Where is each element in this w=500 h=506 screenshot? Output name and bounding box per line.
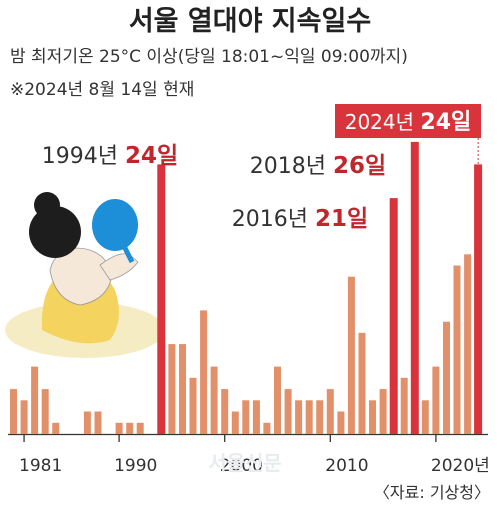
bar-2007: [295, 400, 303, 434]
bar-2024: [474, 164, 483, 434]
bar-1996: [179, 344, 186, 434]
bar-2016: [389, 198, 398, 434]
bar-2001: [231, 411, 239, 434]
bar-1994: [157, 164, 166, 434]
bar-2015: [379, 389, 387, 434]
bar-2008: [305, 400, 313, 434]
bar-2013: [358, 332, 366, 434]
bar-2003: [252, 400, 260, 434]
bar-1992: [136, 422, 144, 434]
bar-2010: [326, 389, 334, 434]
person-with-fan-illustration: [5, 192, 165, 358]
bar-2002: [242, 400, 250, 434]
bar-1995: [168, 344, 176, 434]
annotations-group: 1994년 24일 2016년 21일 2018년 26일 2024년 24일: [42, 104, 481, 232]
x-ticks-group: 1981 1990 2000 2010 2020년: [19, 434, 490, 476]
x-tick-label: 1990: [114, 456, 157, 476]
bar-2004: [263, 422, 271, 434]
annotation-box-2024: [335, 104, 481, 138]
bar-2021: [443, 321, 450, 434]
annotation-2016: 2016년 21일: [232, 206, 368, 232]
fan-shape: [92, 199, 138, 251]
x-tick-label: 2020년: [431, 456, 490, 476]
chart-note: ※2024년 8월 14일 현재: [10, 80, 194, 100]
bar-2023: [464, 254, 472, 434]
annotation-2018: 2018년 26일: [250, 153, 386, 179]
bar-1987: [83, 411, 91, 434]
fan-handle-shape: [122, 246, 135, 264]
bar-1982: [31, 366, 39, 434]
bar-2012: [347, 276, 355, 434]
bar-2019: [421, 400, 429, 434]
head-shape: [29, 206, 81, 258]
bar-2000: [221, 389, 229, 434]
chart-title: 서울 열대야 지속일수: [129, 6, 371, 37]
bar-1991: [126, 422, 134, 434]
x-tick-label: 2000: [220, 456, 263, 476]
bar-1997: [189, 377, 197, 434]
bar-1990: [115, 422, 123, 434]
bars-group: [10, 141, 483, 434]
watermark: 서울신문: [208, 451, 282, 475]
bar-2011: [337, 411, 345, 434]
bar-1980: [10, 389, 17, 434]
source-note: 〈자료: 기상청〉: [374, 483, 490, 502]
chart-subtitle: 밤 최저기온 25°C 이상(당일 18:01~익일 09:00까지): [10, 47, 408, 67]
bar-2018: [410, 141, 419, 434]
bar-2006: [284, 389, 292, 434]
hair-bun-shape: [34, 192, 60, 218]
bar-1999: [210, 366, 218, 434]
bar-2020: [432, 366, 440, 434]
bar-2005: [274, 366, 281, 434]
bar-2017: [400, 377, 408, 434]
x-tick-label: 1981: [19, 456, 62, 476]
bar-2014: [369, 400, 376, 434]
annotation-1994: 1994년 24일: [42, 143, 178, 169]
x-tick-label: 2010: [325, 456, 368, 476]
bar-1983: [41, 389, 49, 434]
bar-1981: [20, 400, 28, 434]
bar-2022: [453, 265, 461, 434]
bar-1984: [52, 422, 60, 434]
bar-1988: [94, 411, 102, 434]
bar-1998: [200, 310, 208, 434]
bar-2009: [316, 400, 324, 434]
annotation-2024: 2024년 24일: [345, 110, 472, 135]
